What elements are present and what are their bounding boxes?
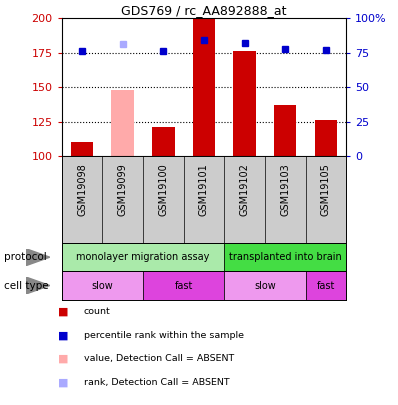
Bar <box>224 271 306 300</box>
Bar <box>234 51 256 156</box>
Text: monolayer migration assay: monolayer migration assay <box>76 252 210 262</box>
Bar <box>143 271 224 300</box>
Bar <box>62 243 224 271</box>
Text: ■: ■ <box>58 354 68 364</box>
Bar <box>274 105 297 156</box>
Text: GSM19102: GSM19102 <box>240 163 250 216</box>
Text: GSM19105: GSM19105 <box>321 163 331 216</box>
Bar <box>315 120 337 156</box>
Text: transplanted into brain: transplanted into brain <box>229 252 341 262</box>
Text: percentile rank within the sample: percentile rank within the sample <box>84 331 244 340</box>
Bar <box>71 142 93 156</box>
Text: ■: ■ <box>58 330 68 340</box>
Bar <box>193 18 215 156</box>
Text: cell type: cell type <box>4 281 49 290</box>
Text: fast: fast <box>174 281 193 290</box>
Bar <box>224 243 346 271</box>
Text: GSM19100: GSM19100 <box>158 163 168 215</box>
Text: slow: slow <box>92 281 113 290</box>
Bar <box>152 127 174 156</box>
Polygon shape <box>26 277 50 294</box>
Text: ■: ■ <box>58 377 68 387</box>
Text: slow: slow <box>254 281 276 290</box>
Bar <box>111 90 134 156</box>
Text: protocol: protocol <box>4 252 47 262</box>
Bar <box>62 271 143 300</box>
Text: GSM19103: GSM19103 <box>280 163 290 215</box>
Polygon shape <box>26 249 50 266</box>
Text: value, Detection Call = ABSENT: value, Detection Call = ABSENT <box>84 354 234 363</box>
Text: rank, Detection Call = ABSENT: rank, Detection Call = ABSENT <box>84 378 229 387</box>
Bar <box>306 271 346 300</box>
Text: count: count <box>84 307 110 316</box>
Text: GSM19099: GSM19099 <box>118 163 128 215</box>
Text: GSM19098: GSM19098 <box>77 163 87 215</box>
Title: GDS769 / rc_AA892888_at: GDS769 / rc_AA892888_at <box>121 4 287 17</box>
Text: ■: ■ <box>58 307 68 317</box>
Text: fast: fast <box>317 281 335 290</box>
Text: GSM19101: GSM19101 <box>199 163 209 215</box>
